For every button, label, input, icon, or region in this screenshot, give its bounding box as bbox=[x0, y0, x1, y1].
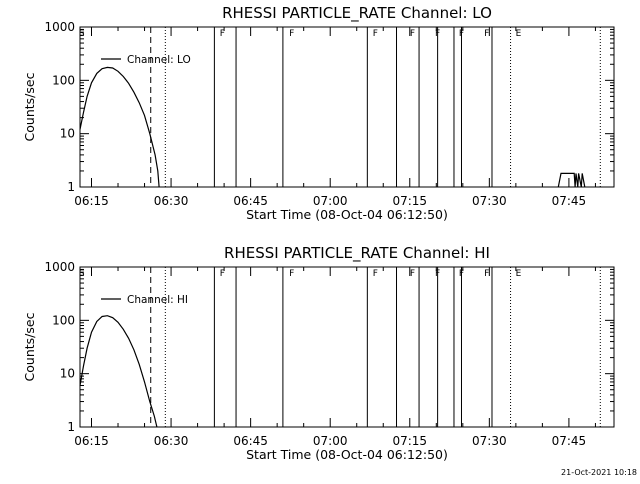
x-tick-label: 07:00 bbox=[313, 434, 348, 448]
flag-label: F bbox=[373, 269, 378, 279]
x-tick-label: 07:45 bbox=[552, 194, 587, 208]
x-tick-label: 06:45 bbox=[233, 434, 268, 448]
y-axis-label: Counts/sec bbox=[22, 312, 37, 381]
plot-frame bbox=[79, 266, 615, 428]
series-line-0 bbox=[79, 315, 158, 428]
flag-label: F bbox=[435, 29, 440, 39]
flag-label: F bbox=[435, 269, 440, 279]
y-tick-label: 10 bbox=[60, 127, 75, 141]
y-tick-label: 1000 bbox=[44, 260, 75, 274]
y-tick-label: 1000 bbox=[44, 20, 75, 34]
flag-label: E bbox=[516, 269, 522, 279]
flag-label: S bbox=[79, 269, 85, 279]
legend-label: Channel: LO bbox=[127, 54, 191, 66]
x-axis-label: Start Time (08-Oct-04 06:12:50) bbox=[246, 447, 448, 462]
flag-label: F bbox=[220, 269, 225, 279]
series-line-0 bbox=[79, 66, 160, 188]
flag-label: E bbox=[516, 29, 522, 39]
chart-panel-lo: RHESSI PARTICLE_RATE Channel: LO 1 10 100 10… bbox=[22, 4, 615, 222]
flag-label: F bbox=[373, 29, 378, 39]
flag-label: F bbox=[484, 269, 489, 279]
footer-timestamp: 21-Oct-2021 10:18 bbox=[561, 468, 637, 477]
y-tick-label: 10 bbox=[60, 367, 75, 381]
flag-label: F bbox=[459, 29, 464, 39]
x-tick-label: 07:15 bbox=[392, 434, 427, 448]
y-tick-label: 100 bbox=[52, 313, 75, 327]
chart-title: RHESSI PARTICLE_RATE Channel: LO bbox=[222, 4, 492, 23]
flag-label: F bbox=[459, 269, 464, 279]
chart-title: RHESSI PARTICLE_RATE Channel: HI bbox=[224, 244, 490, 263]
flag-label: S bbox=[79, 29, 85, 39]
flag-label: F bbox=[220, 29, 225, 39]
y-tick-label: 100 bbox=[52, 73, 75, 87]
x-tick-label: 06:30 bbox=[154, 434, 189, 448]
x-tick-label: 07:30 bbox=[472, 434, 507, 448]
x-tick-label: 06:30 bbox=[154, 194, 189, 208]
x-tick-label: 07:15 bbox=[392, 194, 427, 208]
series-line-1 bbox=[557, 172, 586, 188]
x-tick-label: 07:00 bbox=[313, 194, 348, 208]
x-tick-label: 06:45 bbox=[233, 194, 268, 208]
x-axis-label: Start Time (08-Oct-04 06:12:50) bbox=[246, 207, 448, 222]
flag-label: F bbox=[410, 29, 415, 39]
flag-label: F bbox=[289, 29, 294, 39]
chart-panel-hi: RHESSI PARTICLE_RATE Channel: HI 1 10 100 10… bbox=[22, 244, 615, 462]
plot-frame bbox=[79, 26, 615, 188]
y-tick-label: 1 bbox=[67, 180, 75, 194]
flag-label: F bbox=[289, 269, 294, 279]
flag-label: F bbox=[410, 269, 415, 279]
y-tick-label: 1 bbox=[67, 420, 75, 434]
flag-label: F bbox=[484, 29, 489, 39]
x-tick-label: 07:30 bbox=[472, 194, 507, 208]
y-axis-label: Counts/sec bbox=[22, 72, 37, 141]
x-tick-label: 07:45 bbox=[552, 434, 587, 448]
x-tick-label: 06:15 bbox=[74, 434, 109, 448]
x-tick-label: 06:15 bbox=[74, 194, 109, 208]
legend-label: Channel: HI bbox=[127, 294, 188, 306]
